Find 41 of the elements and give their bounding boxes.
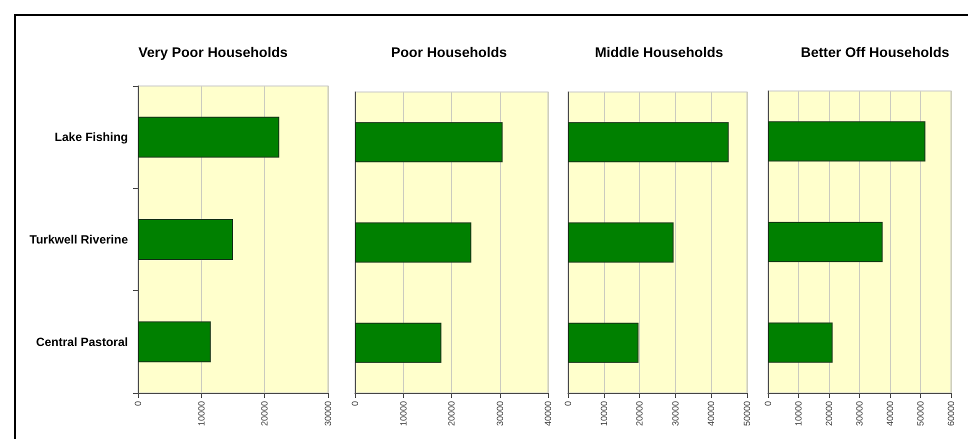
x-tick-label: 0	[563, 401, 573, 406]
bar	[355, 122, 503, 162]
bar	[138, 219, 233, 260]
x-tick-label: 60000	[946, 401, 956, 426]
x-tick-label: 40000	[543, 401, 553, 426]
x-tick-label: 30000	[854, 401, 864, 426]
bar	[568, 122, 729, 162]
x-tick-label: 10000	[598, 401, 609, 426]
x-tick-label: 40000	[706, 401, 716, 426]
x-tick-label: 40000	[885, 401, 895, 426]
x-tick-label: 30000	[494, 401, 505, 426]
bar	[138, 321, 211, 362]
x-tick-label: 10000	[794, 401, 804, 426]
bar	[768, 121, 926, 162]
bar	[568, 322, 639, 363]
x-tick-label: 20000	[260, 401, 270, 426]
x-tick-label: 50000	[916, 401, 926, 426]
chart-title: Middle Households	[594, 44, 724, 60]
x-tick-label: 0	[763, 401, 773, 406]
x-tick-label: 30000	[670, 401, 680, 426]
bar	[768, 222, 883, 262]
x-tick-label: 50000	[742, 401, 752, 426]
x-tick-label: 20000	[634, 401, 645, 426]
bar	[768, 322, 833, 363]
x-tick-label: 10000	[196, 401, 206, 426]
y-tick-label: Turkwell Riverine	[30, 232, 128, 246]
x-tick-label: 0	[133, 401, 143, 406]
x-tick-label: 10000	[398, 401, 408, 426]
y-tick-label: Lake Fishing	[54, 130, 128, 144]
chart-title: Very Poor Households	[138, 44, 288, 60]
bar	[138, 116, 280, 158]
chart-title: Poor Households	[391, 44, 508, 60]
bar	[355, 322, 442, 363]
x-tick-label: 20000	[824, 401, 834, 426]
y-tick-label: Central Pastoral	[36, 334, 128, 349]
x-tick-label: 20000	[446, 401, 456, 426]
bar	[568, 222, 674, 263]
x-tick-label: 0	[350, 401, 360, 406]
chart-title: Better Off Households	[800, 44, 950, 60]
bar	[355, 222, 472, 263]
x-tick-label: 30000	[323, 401, 333, 426]
